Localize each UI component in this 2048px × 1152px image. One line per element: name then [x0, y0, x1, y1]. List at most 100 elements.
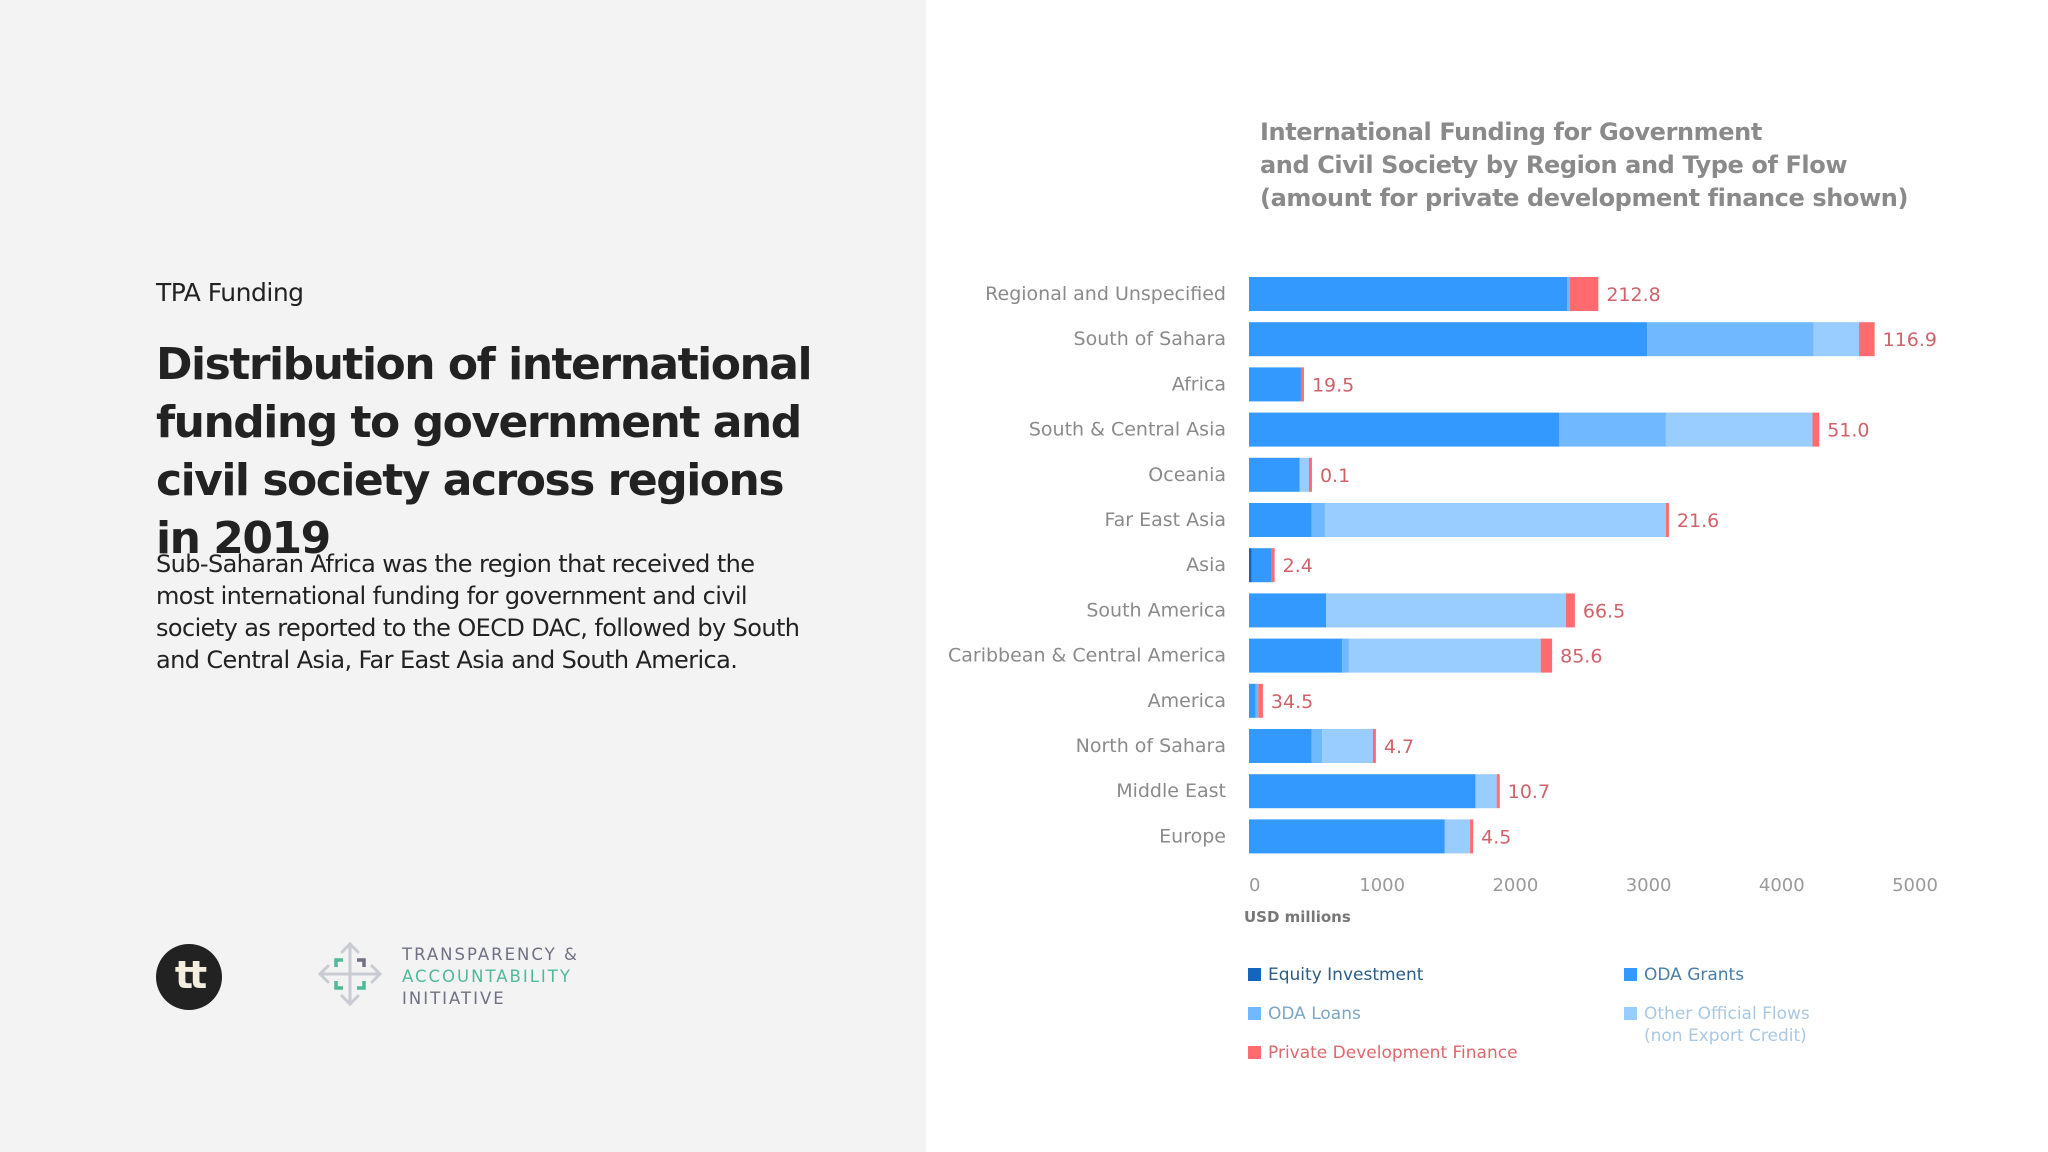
legend-label: Other Official Flows — [1644, 1004, 1810, 1024]
data-label: 116.9 — [1883, 329, 1937, 351]
category-label: Asia — [1186, 554, 1226, 576]
bar-segment-oof — [1444, 819, 1471, 854]
legend-label: ODA Loans — [1268, 1004, 1361, 1024]
legend-swatch-oof — [1624, 1007, 1637, 1020]
data-label: 4.5 — [1481, 826, 1511, 848]
tai-logo-icon — [317, 941, 383, 1007]
x-tick-label: 4000 — [1759, 875, 1805, 896]
bar-segment-oda-grants — [1249, 819, 1445, 854]
category-label: Oceania — [1148, 464, 1226, 486]
data-label: 0.1 — [1320, 465, 1350, 487]
bar-segment-oda-grants — [1249, 503, 1312, 537]
eyebrow-label: TPA Funding — [156, 278, 304, 307]
category-label: South & Central Asia — [1029, 419, 1226, 441]
tai-logo-text: TRANSPARENCY & ACCOUNTABILITY INITIATIVE — [402, 944, 579, 1010]
bar-segment-oda-loans — [1255, 683, 1259, 718]
category-label: Regional and Unspecified — [985, 283, 1226, 305]
tai-line-3: INITIATIVE — [402, 989, 506, 1008]
bar-segment-oda-grants — [1249, 683, 1256, 718]
category-label: Africa — [1172, 373, 1226, 395]
category-label: Caribbean & Central America — [948, 645, 1226, 667]
bar-segment-oda-grants — [1249, 729, 1312, 763]
bar-segment-pdf — [1271, 548, 1275, 583]
bar-segment-pdf — [1570, 277, 1599, 311]
tai-line-1: TRANSPARENCY & — [402, 945, 579, 964]
bar-segment-oda-grants — [1249, 412, 1560, 447]
x-tick-label: 2000 — [1492, 875, 1538, 896]
category-label: North of Sahara — [1076, 735, 1226, 757]
chart-title: International Funding for Government and… — [1260, 116, 1908, 215]
bar-segment-oof — [1324, 503, 1666, 537]
legend-swatch-pdf — [1248, 1046, 1261, 1059]
bar-segment-oda-grants — [1249, 322, 1648, 357]
bar-segment-pdf — [1812, 412, 1820, 447]
chart-title-line: (amount for private development finance … — [1260, 184, 1909, 212]
data-label: 66.5 — [1583, 600, 1625, 622]
bar-segment-oda-loans — [1342, 638, 1349, 673]
category-label: Middle East — [1116, 780, 1226, 802]
data-label: 34.5 — [1271, 691, 1313, 713]
legend-swatch-oda-grants — [1624, 968, 1637, 981]
legend-label: ODA Grants — [1644, 965, 1745, 985]
bar-segment-oda-grants — [1249, 457, 1300, 492]
bar-segment-pdf — [1665, 503, 1669, 537]
bar-segment-oda-loans — [1647, 322, 1814, 357]
data-label: 21.6 — [1677, 510, 1719, 532]
x-tick-label: 3000 — [1626, 875, 1672, 896]
bar-segment-pdf — [1308, 457, 1312, 492]
category-label: Far East Asia — [1104, 509, 1226, 531]
bar-segment-pdf — [1566, 593, 1575, 628]
data-label: 2.4 — [1283, 555, 1313, 577]
tt-logo: tt — [156, 944, 222, 1010]
right-panel — [926, 0, 2048, 1152]
bar-segment-oof — [1326, 593, 1567, 628]
legend-item-oof: Other Official Flows (non Export Credit) — [1624, 1003, 1810, 1047]
legend-label: Private Development Finance — [1268, 1043, 1518, 1063]
data-label: 19.5 — [1312, 374, 1354, 396]
legend-swatch-oda-loans — [1248, 1007, 1261, 1020]
bar-segment-pdf — [1258, 683, 1263, 718]
legend-label: Equity Investment — [1268, 965, 1424, 985]
page-headline: Distribution of international funding to… — [156, 339, 813, 564]
category-label: South America — [1086, 599, 1226, 621]
bar-segment-oof — [1348, 638, 1541, 673]
data-label: 4.7 — [1384, 736, 1414, 758]
bar-segment-pdf — [1470, 819, 1474, 854]
x-tick-label: 5000 — [1892, 875, 1938, 896]
bar-segment-oda-loans — [1559, 412, 1666, 447]
data-label: 10.7 — [1508, 781, 1550, 803]
category-label: America — [1148, 690, 1226, 712]
chart-title-line: International Funding for Government — [1260, 118, 1762, 146]
bar-segment-pdf — [1300, 367, 1304, 402]
x-tick-label: 1000 — [1359, 875, 1405, 896]
x-tick-label: 0 — [1249, 875, 1260, 896]
data-label: 51.0 — [1827, 420, 1869, 442]
bar-segment-oda-grants — [1249, 277, 1568, 311]
left-panel: TPA Funding Distribution of internationa… — [0, 0, 926, 1152]
legend-item-oda-grants: ODA Grants — [1624, 964, 1744, 986]
legend-item-pdf: Private Development Finance — [1248, 1042, 1518, 1064]
bar-segment-oda-grants — [1249, 774, 1476, 809]
tai-line-2: ACCOUNTABILITY — [402, 967, 572, 986]
data-label: 85.6 — [1560, 646, 1602, 668]
bar-segment-pdf — [1540, 638, 1553, 673]
bar-segment-oda-loans — [1311, 729, 1323, 763]
bar-segment-oof — [1665, 412, 1813, 447]
bar-segment-oda-grants — [1249, 367, 1301, 402]
bar-segment-oda-loans — [1567, 277, 1571, 311]
bar-segment-oof — [1475, 774, 1497, 809]
bar-segment-pdf — [1496, 774, 1500, 809]
bar-segment-oof — [1322, 729, 1373, 763]
description-text: Sub-Saharan Africa was the region that r… — [156, 550, 800, 674]
legend-item-oda-loans: ODA Loans — [1248, 1003, 1361, 1025]
legend-swatch-equity — [1248, 968, 1261, 981]
bar-segment-oof — [1299, 457, 1309, 492]
bar-segment-oof — [1813, 322, 1860, 357]
category-label: Europe — [1159, 825, 1226, 847]
legend-label-continued: (non Export Credit) — [1644, 1026, 1807, 1046]
bar-segment-pdf — [1372, 729, 1376, 763]
bar-segment-pdf — [1859, 322, 1875, 357]
category-label: South of Sahara — [1074, 328, 1226, 350]
bar-segment-oda-loans — [1311, 503, 1325, 537]
